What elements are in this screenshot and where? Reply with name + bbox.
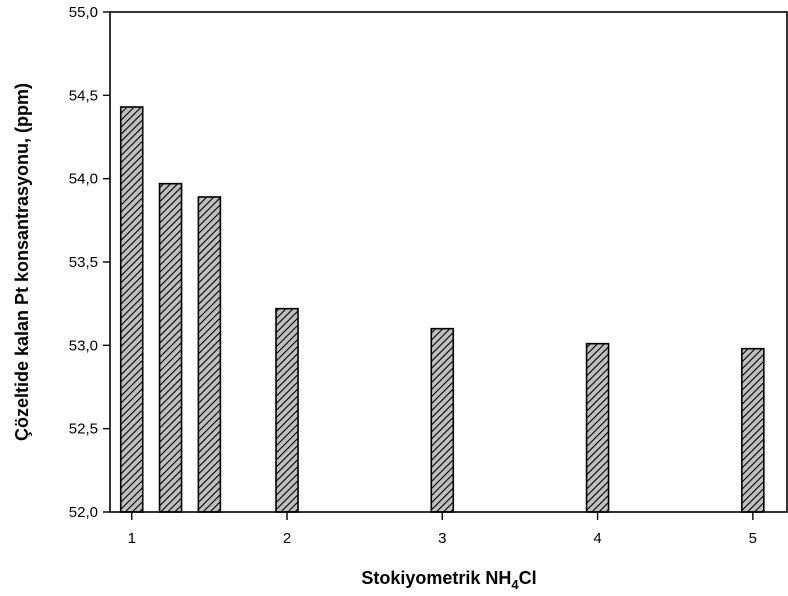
bar-5	[430, 327, 455, 513]
y-tick-label: 55,0	[69, 4, 98, 21]
y-tick-label: 53,0	[69, 337, 98, 354]
bar-4	[275, 307, 299, 513]
y-tick-label: 52,5	[69, 421, 98, 438]
x-tick-label: 5	[749, 530, 757, 547]
y-tick-label: 52,0	[69, 504, 98, 521]
x-tick-label: 3	[438, 530, 446, 547]
bar-3	[197, 196, 222, 513]
y-tick-label: 54,5	[69, 87, 98, 104]
x-tick-label: 1	[128, 530, 136, 547]
bar-2	[158, 182, 183, 513]
y-axis-title: Çözeltide kalan Pt konsantrasyonu, (ppm)	[12, 83, 32, 441]
x-axis-ticks: 1 2 3 4 5	[128, 512, 757, 547]
x-tick-label: 2	[283, 530, 291, 547]
x-axis-title: Stokiyometrik NH4Cl	[361, 568, 536, 592]
bar-6	[585, 342, 610, 513]
y-tick-label: 54,0	[69, 171, 98, 188]
bars-group	[119, 106, 765, 513]
plot-area-frame	[109, 11, 788, 513]
bar-1	[119, 106, 144, 513]
y-tick-label: 53,5	[69, 254, 98, 271]
x-tick-label: 4	[593, 530, 601, 547]
bar-7	[741, 347, 765, 513]
y-axis-ticks: 52,0 52,5 53,0 53,5 54,0 54,5 55,0	[69, 4, 110, 521]
